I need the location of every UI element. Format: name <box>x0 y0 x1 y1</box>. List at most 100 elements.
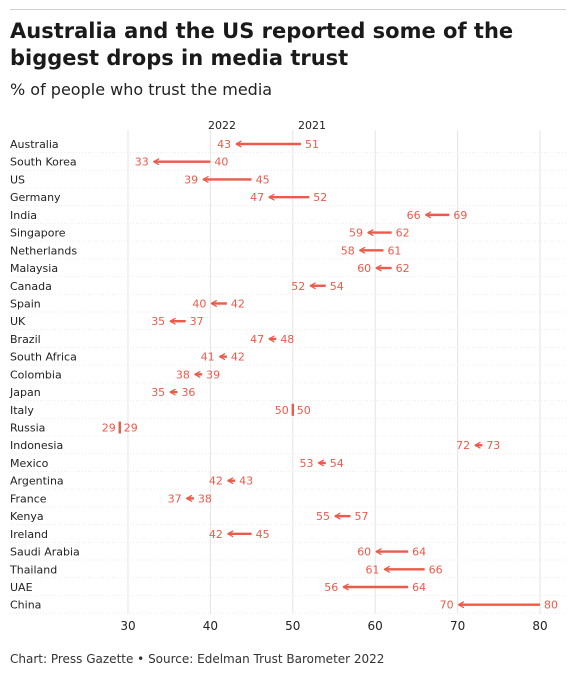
value-2022-label: 55 <box>316 510 330 523</box>
value-2021-label: 61 <box>387 244 401 257</box>
value-2021-label: 51 <box>305 138 319 151</box>
value-2021-label: 42 <box>231 297 245 310</box>
value-2021-label: 45 <box>256 173 270 186</box>
value-2022-label: 66 <box>407 209 421 222</box>
value-2021-label: 48 <box>280 333 294 346</box>
country-label: France <box>10 492 47 505</box>
country-label: South Africa <box>10 351 77 364</box>
value-2021-label: 43 <box>239 475 253 488</box>
value-2021-label: 80 <box>544 599 558 612</box>
value-2021-label: 38 <box>198 492 212 505</box>
country-label: India <box>10 209 37 222</box>
value-2022-label: 38 <box>176 368 190 381</box>
row-netherlands: Netherlands 61 58 <box>10 244 566 260</box>
value-2022-label: 60 <box>357 262 371 275</box>
row-thailand: Thailand 66 61 <box>9 563 566 579</box>
row-italy: Italy 50 50 <box>10 403 566 419</box>
value-2022-label: 53 <box>300 457 314 470</box>
value-2021-label: 52 <box>313 191 327 204</box>
row-spain: Spain 42 40 <box>10 297 566 313</box>
row-south-africa: South Africa 42 41 <box>10 351 566 366</box>
value-2022-label: 59 <box>349 227 363 240</box>
value-2021-label: 73 <box>486 439 500 452</box>
legend-label-2022: 2022 <box>208 119 236 132</box>
value-2022-label: 56 <box>324 581 338 594</box>
row-australia: Australia 51 43 <box>10 138 566 153</box>
x-tick-label: 50 <box>285 619 300 633</box>
country-label: Mexico <box>10 457 49 470</box>
row-france: France 38 37 <box>10 492 566 508</box>
value-2022-label: 41 <box>201 351 215 364</box>
value-2022-label: 42 <box>209 475 223 488</box>
x-tick-label: 70 <box>450 619 465 633</box>
value-2022-label: 47 <box>250 191 264 204</box>
row-china: China 80 70 <box>10 599 566 614</box>
value-2022-label: 50 <box>275 404 289 417</box>
value-2022-label: 40 <box>192 297 206 310</box>
country-label: Spain <box>10 297 41 310</box>
country-label: Argentina <box>10 475 64 488</box>
row-germany: Germany 52 47 <box>10 191 566 207</box>
value-2022-label: 35 <box>151 315 165 328</box>
chart-subtitle: % of people who trust the media <box>10 80 273 99</box>
value-2022-label: 52 <box>291 280 305 293</box>
legend: 2022 2021 <box>208 119 326 132</box>
row-russia: Russia 29 29 <box>10 421 566 437</box>
row-brazil: Brazil 48 47 <box>10 333 566 348</box>
country-label: Ireland <box>10 528 48 541</box>
rows: Australia 51 43 South Korea 40 33 US 45 39 German… <box>9 138 566 614</box>
country-label: Germany <box>10 191 61 204</box>
top-rule <box>10 9 566 10</box>
row-mexico: Mexico 54 53 <box>10 457 566 472</box>
value-2021-label: 62 <box>396 227 410 240</box>
row-us: US 45 39 <box>10 173 566 189</box>
country-label: Japan <box>9 386 41 399</box>
country-label: Brazil <box>10 333 41 346</box>
x-axis: 30 40 50 60 70 80 <box>120 619 547 633</box>
value-2021-label: 54 <box>330 457 344 470</box>
value-2021-label: 69 <box>453 209 467 222</box>
grid-lines <box>127 130 541 614</box>
row-india: India 69 66 <box>10 209 566 224</box>
row-uk: UK 37 35 <box>10 315 566 331</box>
x-tick-label: 40 <box>203 619 218 633</box>
value-2021-label: 37 <box>190 315 204 328</box>
row-ireland: Ireland 45 42 <box>10 528 566 543</box>
country-label: Netherlands <box>10 244 77 257</box>
country-label: Kenya <box>10 510 44 523</box>
value-2022-label: 39 <box>184 173 198 186</box>
row-malaysia: Malaysia 62 60 <box>10 262 566 278</box>
row-south-korea: South Korea 40 33 <box>10 156 566 171</box>
country-label: China <box>10 599 41 612</box>
value-2022-label: 29 <box>102 422 116 435</box>
value-2022-label: 42 <box>209 528 223 541</box>
country-label: US <box>10 173 25 186</box>
row-canada: Canada 54 52 <box>10 280 566 295</box>
x-tick-label: 80 <box>532 619 547 633</box>
value-2021-label: 36 <box>181 386 195 399</box>
value-2022-label: 33 <box>135 156 149 169</box>
chart-footer: Chart: Press Gazette • Source: Edelman T… <box>10 652 385 666</box>
country-label: UAE <box>10 581 33 594</box>
row-singapore: Singapore 62 59 <box>10 227 566 242</box>
value-2021-label: 50 <box>297 404 311 417</box>
value-2022-label: 60 <box>357 546 371 559</box>
x-tick-label: 60 <box>368 619 383 633</box>
arrow-chart: Australia 51 43 South Korea 40 33 US 45 39 German… <box>9 119 566 633</box>
value-2022-label: 37 <box>168 492 182 505</box>
row-colombia: Colombia 39 38 <box>10 368 566 384</box>
value-2022-label: 70 <box>440 599 454 612</box>
value-2021-label: 62 <box>396 262 410 275</box>
country-label: Australia <box>10 138 59 151</box>
value-2021-label: 57 <box>354 510 368 523</box>
value-2022-label: 72 <box>456 439 470 452</box>
chart-title: Australia and the US reported some of th… <box>10 19 514 70</box>
legend-label-2021: 2021 <box>298 119 326 132</box>
value-2022-label: 43 <box>217 138 231 151</box>
value-2022-label: 61 <box>365 563 379 576</box>
value-2021-label: 42 <box>231 351 245 364</box>
value-2021-label: 66 <box>429 563 443 576</box>
value-2021-label: 64 <box>412 581 426 594</box>
row-indonesia: Indonesia 73 72 <box>10 439 566 455</box>
row-saudi-arabia: Saudi Arabia 64 60 <box>10 546 566 561</box>
